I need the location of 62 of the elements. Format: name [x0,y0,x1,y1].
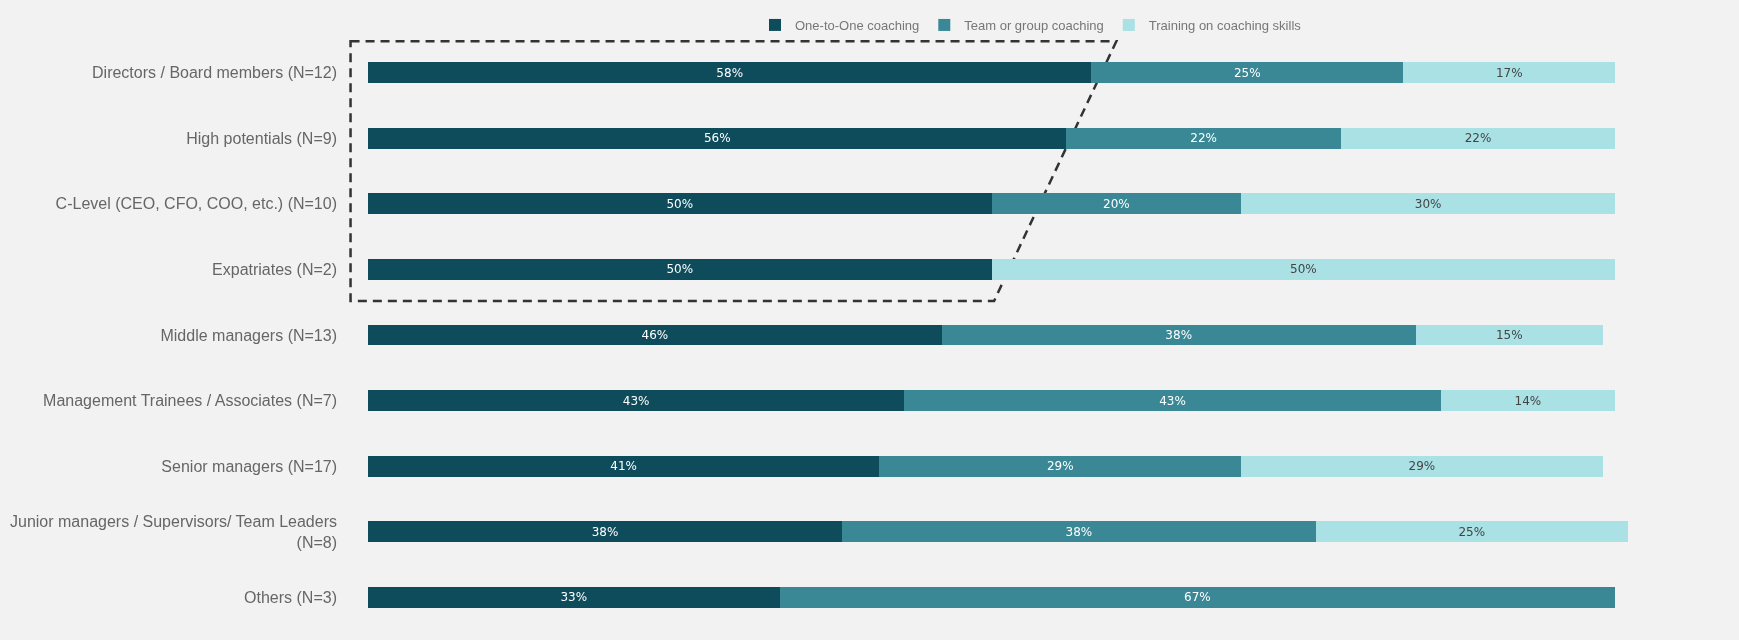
bar [1066,127,1341,149]
data-label: 29% [1408,459,1436,474]
data-label: 25% [1233,65,1261,80]
data-label: 56% [703,131,731,146]
bar [941,324,1416,346]
bar [1315,521,1628,543]
bar [841,521,1316,543]
y-tick-label: Junior managers / Supervisors/ Team Leaders (N=8) [10,512,337,551]
bar [991,193,1242,215]
bar [1440,390,1616,412]
data-label: 22% [1464,131,1492,146]
bar [368,586,780,608]
bar [368,193,992,215]
data-label: 22% [1190,131,1217,146]
data-label: 43% [1159,393,1186,408]
y-tick-label: Senior managers (N=17) [161,457,337,475]
legend-label: Team or group coaching [964,18,1104,34]
data-label: 41% [610,459,638,474]
data-label: 38% [1065,524,1093,539]
bar [1091,62,1404,84]
bar [368,455,880,477]
bar [904,390,1441,412]
bar [1340,127,1616,149]
bar [1241,455,1603,477]
data-label: 46% [641,328,669,342]
data-label: 67% [1184,590,1211,605]
data-label: 20% [1103,196,1130,211]
bar [368,62,1092,84]
data-label: 33% [560,590,588,605]
data-label: 58% [716,65,744,80]
data-label: 14% [1514,393,1542,408]
bar [1415,324,1603,346]
bar [879,455,1242,477]
y-tick-label: C-Level (CEO, CFO, COO, etc.) (N=10) [55,195,337,213]
data-label: 30% [1414,196,1442,211]
bar [368,324,942,346]
data-label: 38% [591,524,619,539]
bar [779,586,1616,608]
y-tick-label: Others (N=3) [244,588,337,606]
bar [368,127,1067,149]
y-tick-label: High potentials (N=9) [186,129,337,147]
y-tick-label: Expatriates (N=2) [212,261,337,279]
y-tick-label: Management Trainees / Associates (N=7) [43,392,337,410]
data-label: 15% [1495,328,1523,342]
data-label: 50% [666,262,694,277]
legend-label: One-to-One coaching [795,18,920,34]
bar [368,258,992,280]
y-tick-label: Middle managers (N=13) [160,326,337,344]
bar [991,258,1616,280]
data-label: 38% [1165,328,1193,342]
data-label: 50% [1290,262,1317,277]
data-label: 25% [1458,524,1486,539]
data-label: 29% [1046,459,1074,474]
bar [1403,62,1616,84]
data-label: 43% [622,393,650,408]
data-label: 50% [666,196,694,211]
data-label: 17% [1495,65,1523,80]
legend-label: Training on coaching skills [1148,18,1302,34]
bar [368,390,905,412]
y-tick-label: Directors / Board members (N=12) [92,64,337,82]
bar [1241,193,1616,215]
bar [368,521,842,543]
